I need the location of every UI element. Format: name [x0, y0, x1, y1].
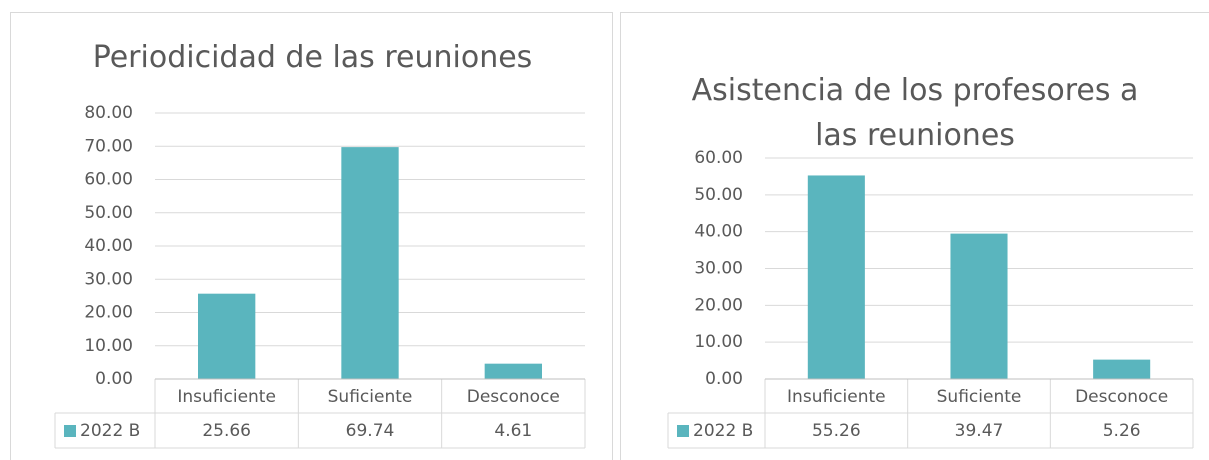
y-tick-label: 60.00 [84, 170, 133, 190]
legend-swatch [677, 425, 689, 437]
x-tick-label: Insuficiente [787, 387, 886, 407]
panel-border [10, 12, 613, 460]
y-tick-label: 20.00 [84, 303, 133, 323]
legend-label: 2022 B [80, 421, 140, 441]
x-tick-label: Desconoce [1075, 387, 1168, 407]
chart-title: Periodicidad de las reuniones [92, 40, 533, 75]
chart-title: Asistencia de los profesores a las reuni… [691, 73, 1139, 153]
table-value: 69.74 [346, 421, 395, 441]
y-tick-label: 40.00 [84, 236, 133, 256]
table-value: 55.26 [812, 421, 861, 441]
y-tick-label: 50.00 [694, 185, 743, 205]
x-tick-label: Suficiente [937, 387, 1022, 407]
y-tick-label: 50.00 [84, 203, 133, 223]
bar [341, 147, 399, 379]
x-tick-label: Suficiente [328, 387, 413, 407]
legend-swatch [64, 425, 76, 437]
bar [484, 363, 542, 379]
table-value: 4.61 [494, 421, 532, 441]
y-tick-label: 80.00 [84, 103, 133, 123]
y-tick-label: 0.00 [95, 369, 133, 389]
y-tick-label: 10.00 [694, 332, 743, 352]
x-tick-label: Desconoce [467, 387, 560, 407]
y-tick-label: 30.00 [84, 269, 133, 289]
table-value: 25.66 [202, 421, 251, 441]
legend-label: 2022 B [693, 421, 753, 441]
y-tick-label: 70.00 [84, 136, 133, 156]
y-tick-label: 30.00 [694, 259, 743, 279]
y-tick-label: 10.00 [84, 336, 133, 356]
table-value: 39.47 [955, 421, 1004, 441]
bar [198, 293, 256, 379]
x-tick-label: Insuficiente [177, 387, 276, 407]
y-tick-label: 0.00 [705, 369, 743, 389]
y-tick-label: 20.00 [694, 295, 743, 315]
panel-border [620, 12, 1209, 460]
bar [1093, 359, 1151, 379]
table-value: 5.26 [1103, 421, 1141, 441]
y-tick-label: 40.00 [694, 222, 743, 242]
y-tick-label: 60.00 [694, 148, 743, 168]
bar [807, 175, 865, 379]
bar [950, 233, 1008, 379]
